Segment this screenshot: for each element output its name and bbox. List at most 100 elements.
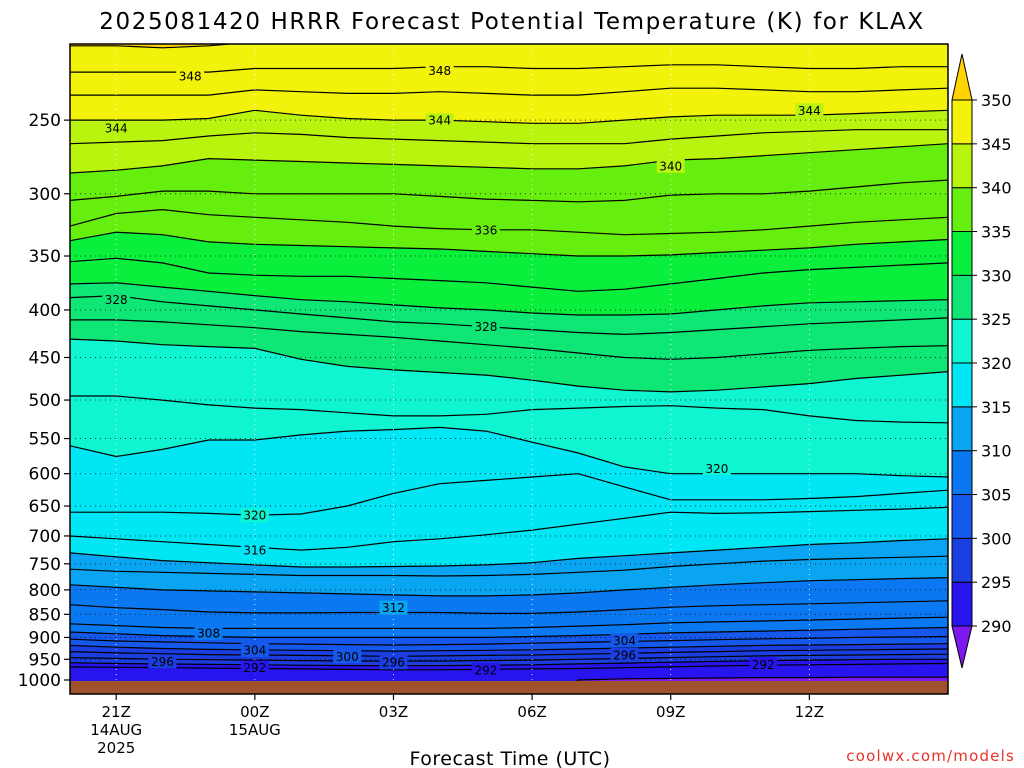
isentrope-326 — [70, 319, 948, 360]
colorbar-swatch — [951, 537, 973, 583]
colorbar-label: 325 — [981, 310, 1012, 329]
y-tick-label: 900 — [29, 628, 61, 648]
contour-label: 344 — [428, 114, 451, 128]
isentrope-342 — [70, 129, 948, 145]
colorbar-swatch — [951, 99, 973, 145]
contour-label: 304 — [243, 643, 266, 657]
chart-title: 2025081420 HRRR Forecast Potential Tempe… — [99, 9, 925, 35]
contour-label-bg — [240, 660, 269, 675]
y-tick-label: 350 — [29, 247, 61, 267]
contour-label: 348 — [179, 69, 202, 83]
contour-label-bg — [379, 655, 408, 670]
colorbar-swatch — [951, 581, 973, 627]
contour-label-bg — [471, 319, 500, 334]
contour-label: 300 — [336, 650, 359, 664]
contour-label-bg — [240, 543, 269, 558]
isentrope-318 — [70, 473, 948, 516]
plot-frame — [69, 43, 949, 695]
isentrope-300 — [70, 643, 948, 652]
contour-label-bg — [102, 121, 131, 136]
x-tick-sublabel: 14AUG — [90, 721, 142, 739]
x-axis-label: Forecast Time (UTC) — [410, 748, 611, 768]
colorbar-label: 315 — [981, 398, 1012, 417]
x-tick-label: 09Z — [656, 703, 685, 721]
colorbar-label: 330 — [981, 266, 1012, 285]
contour-label: 292 — [243, 661, 266, 675]
x-tick-label: 06Z — [517, 703, 546, 721]
contour-label: 296 — [151, 655, 174, 669]
y-tick-label: 850 — [29, 605, 61, 625]
colorbar-swatch — [951, 450, 973, 495]
colorbar-label: 320 — [981, 354, 1012, 373]
isentrope-332 — [70, 257, 948, 292]
contour-label-bg — [749, 657, 778, 672]
y-tick-label: 600 — [29, 465, 61, 485]
contour-label: 312 — [382, 601, 405, 615]
y-tick-label: 800 — [29, 581, 61, 601]
ground-band — [70, 681, 948, 694]
contour-label-bg — [148, 654, 177, 669]
isentrope-328 — [70, 294, 948, 336]
isentrope-312 — [70, 555, 948, 577]
y-tick-label: 700 — [29, 527, 61, 547]
x-tick-label: 12Z — [795, 703, 824, 721]
contour-label: 320 — [705, 462, 728, 476]
contour-label-bg — [656, 158, 685, 173]
colorbar-label: 350 — [981, 91, 1012, 110]
isentrope-314 — [70, 538, 948, 568]
isentrope-316 — [70, 506, 948, 551]
colorbar-swatch — [951, 143, 973, 189]
x-tick-label: 00Z — [240, 703, 269, 721]
colorbar-swatch — [951, 494, 973, 539]
contour-label: 328 — [105, 293, 128, 307]
contour-label-bg — [240, 642, 269, 657]
colorbar-label: 345 — [981, 135, 1012, 154]
contour-label-bg — [610, 648, 639, 663]
contour-label-bg — [102, 292, 131, 307]
contour-label: 304 — [613, 634, 636, 648]
y-tick-label: 750 — [29, 555, 61, 575]
contour-label-bg — [610, 633, 639, 648]
contour-label-bg — [471, 662, 500, 677]
plot-area: 348 348 344 344 344 340 336 328 328 320 320 316 312 3… — [70, 44, 948, 694]
contour-label: 292 — [474, 663, 497, 677]
isentrope-320 — [70, 426, 948, 478]
x-tick-label: 21Z — [102, 703, 131, 721]
contour-label: 344 — [105, 122, 128, 136]
isentrope-330 — [70, 282, 948, 316]
contour-label-bg — [176, 68, 205, 83]
y-tick-label: 250 — [29, 111, 61, 131]
colorbar-swatch — [951, 231, 973, 276]
contour-label: 296 — [613, 649, 636, 663]
contour-label-bg — [471, 222, 500, 237]
y-tick-label: 400 — [29, 301, 61, 321]
contour-label-bg — [379, 600, 408, 615]
x-tick-label: 03Z — [379, 703, 408, 721]
colorbar-label: 300 — [981, 529, 1012, 548]
colorbar-extend-low — [951, 625, 973, 669]
credit-link[interactable]: coolwx.com/models — [846, 747, 1015, 765]
contour-label: 292 — [752, 658, 775, 672]
contour-label-bg — [795, 103, 824, 118]
plot-clip: 348 348 344 344 344 340 336 328 328 320 320 316 312 3… — [70, 44, 948, 694]
isentrope-310 — [70, 577, 948, 597]
contour-label: 328 — [474, 320, 497, 334]
colorbar-swatch — [951, 318, 973, 364]
contour-label: 308 — [197, 626, 220, 640]
isentrope-292 — [70, 662, 948, 671]
contour-label: 336 — [474, 223, 497, 237]
isentrope-340 — [70, 143, 948, 174]
isentrope-348 — [70, 64, 948, 73]
isentrope-294 — [70, 658, 948, 667]
contour-label-bg — [425, 63, 454, 78]
contour-label: 348 — [428, 64, 451, 78]
contour-label: 320 — [243, 509, 266, 523]
isentrope-350 — [70, 44, 359, 49]
colorbar-swatch — [951, 187, 973, 233]
axes: 250 300 350 400 450 500 550 600 650 700 750 800 850 9… — [18, 43, 949, 757]
isentrope-298 — [70, 648, 948, 657]
contour-label-bg — [333, 649, 362, 664]
colorbar-label: 305 — [981, 486, 1012, 505]
isentrope-322 — [70, 395, 948, 424]
contour-label: 316 — [243, 544, 266, 558]
